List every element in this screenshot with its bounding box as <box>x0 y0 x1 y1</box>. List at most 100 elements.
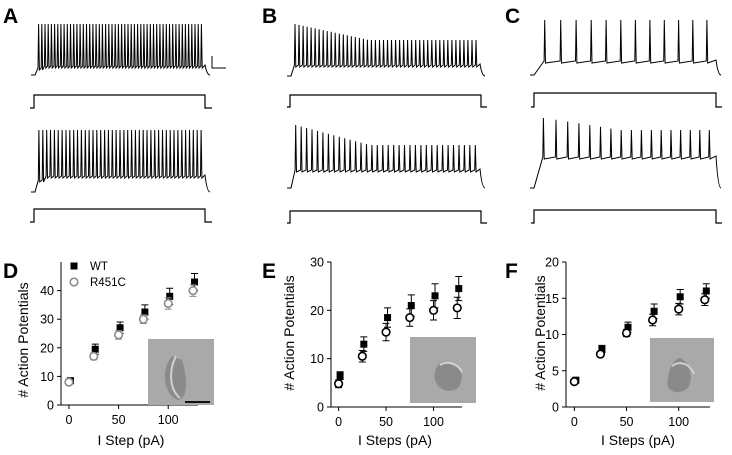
y-tick-label: 30 <box>40 313 54 327</box>
trace-b-top <box>287 23 486 77</box>
data-point-r451c <box>381 327 391 337</box>
data-point-r451c <box>595 349 606 359</box>
chart-d-ylabel: # Action Potentials <box>15 282 31 397</box>
data-point-wt <box>191 278 199 286</box>
y-tick-label: 5 <box>552 364 559 378</box>
data-point-r451c <box>89 351 99 361</box>
y-tick-label: 15 <box>545 292 559 306</box>
data-point-r451c <box>163 298 173 309</box>
data-point-r451c <box>138 314 148 324</box>
chart-d-xlabel: I Step (pA) <box>98 432 165 448</box>
data-point-r451c <box>113 330 124 340</box>
panel-label-f: F <box>505 260 518 283</box>
inset-e <box>410 337 476 403</box>
panel-label-a: A <box>3 5 18 28</box>
panel-label-e: E <box>262 260 276 283</box>
data-point-wt <box>455 285 463 293</box>
step-b-bottom <box>287 210 487 224</box>
inset-f <box>650 338 714 402</box>
chart-f-ylabel: # Action Potentials <box>532 275 548 390</box>
data-point-r451c <box>674 304 684 314</box>
trace-a-bottom <box>31 129 211 193</box>
data-point-r451c <box>428 305 439 315</box>
data-point-wt <box>650 307 658 315</box>
y-tick-label: 20 <box>545 256 559 270</box>
chart-e: 0 10 20 30 0 50 100 # Action Potentials I Step… <box>281 256 463 448</box>
step-c-bottom <box>531 209 722 224</box>
y-tick-label: 10 <box>310 352 324 366</box>
y-tick-label: 0 <box>552 401 559 415</box>
chart-f-marks <box>569 283 710 387</box>
x-tick-label: 0 <box>65 413 72 427</box>
trace-c-bottom <box>530 117 722 189</box>
data-point-wt <box>166 292 174 300</box>
data-point-wt <box>384 314 392 322</box>
legend-label-mut: R451C <box>90 277 126 289</box>
data-point-r451c <box>64 377 74 387</box>
inset-d <box>148 339 214 405</box>
step-a-top <box>30 94 212 109</box>
chart-e-xlabel: I Steps (pA) <box>358 432 432 448</box>
step-a-bottom <box>30 208 212 223</box>
panel-label-d: D <box>3 260 18 283</box>
y-tick-label: 20 <box>310 304 324 318</box>
x-tick-label: 50 <box>112 413 126 427</box>
chart-d-marks <box>64 272 199 387</box>
data-point-wt <box>431 292 439 300</box>
scale-bar <box>211 56 226 69</box>
panel-label-c: C <box>505 5 520 28</box>
x-tick-label: 0 <box>335 415 342 429</box>
chart-d-ticks: 0 10 20 30 40 0 50 100 <box>40 284 179 427</box>
data-point-wt <box>624 323 632 331</box>
chart-d: 0 10 20 30 40 0 50 100 # Action Potentials I St… <box>15 262 199 448</box>
data-point-r451c <box>405 312 415 323</box>
x-tick-label: 0 <box>571 415 578 429</box>
trace-a-top <box>31 23 211 76</box>
y-tick-label: 30 <box>310 256 324 270</box>
x-tick-label: 50 <box>379 415 393 429</box>
chart-f-ticks: 0 5 10 15 20 0 50 100 <box>545 256 689 430</box>
data-point-r451c <box>452 303 462 313</box>
data-point-wt <box>360 340 368 348</box>
y-tick-label: 10 <box>40 370 54 384</box>
data-point-r451c <box>333 379 344 389</box>
y-tick-label: 40 <box>40 284 54 298</box>
x-tick-label: 100 <box>668 415 689 429</box>
chart-f-xlabel: I Steps (pA) <box>601 432 675 448</box>
y-tick-label: 0 <box>47 399 54 413</box>
data-point-wt <box>676 293 684 301</box>
legend-label-wt: WT <box>90 261 108 273</box>
panel-label-b: B <box>262 5 277 28</box>
trace-b-bottom <box>287 124 486 189</box>
data-point-r451c <box>621 328 632 338</box>
y-tick-label: 10 <box>545 328 559 342</box>
x-tick-label: 100 <box>423 415 444 429</box>
chart-e-ylabel: # Action Potentials <box>281 275 297 390</box>
data-point-wt <box>116 324 124 332</box>
trace-c-top <box>530 19 722 76</box>
data-point-r451c <box>648 315 658 325</box>
step-c-top <box>531 92 722 108</box>
data-point-r451c <box>569 377 579 387</box>
legend-marker-wt <box>70 262 78 270</box>
x-tick-label: 100 <box>158 413 179 427</box>
chart-e-ticks: 0 10 20 30 0 50 100 <box>310 256 444 430</box>
data-point-wt <box>702 287 710 295</box>
chart-f: 0 5 10 15 20 0 50 100 # Action Potentials I Ste… <box>532 256 710 448</box>
chart-e-marks <box>333 276 463 389</box>
x-tick-label: 50 <box>620 415 634 429</box>
data-point-r451c <box>188 286 198 296</box>
data-point-r451c <box>700 295 710 305</box>
y-tick-label: 20 <box>40 341 54 355</box>
legend-marker-mut <box>69 277 79 287</box>
data-point-wt <box>91 345 99 353</box>
data-point-wt <box>598 345 606 353</box>
y-tick-label: 0 <box>317 401 324 415</box>
data-point-wt <box>141 308 149 316</box>
data-point-r451c <box>357 351 367 361</box>
data-point-wt <box>407 302 415 309</box>
traces-layer <box>30 19 722 224</box>
legend: WT R451C <box>69 261 126 289</box>
data-point-wt <box>336 372 344 380</box>
